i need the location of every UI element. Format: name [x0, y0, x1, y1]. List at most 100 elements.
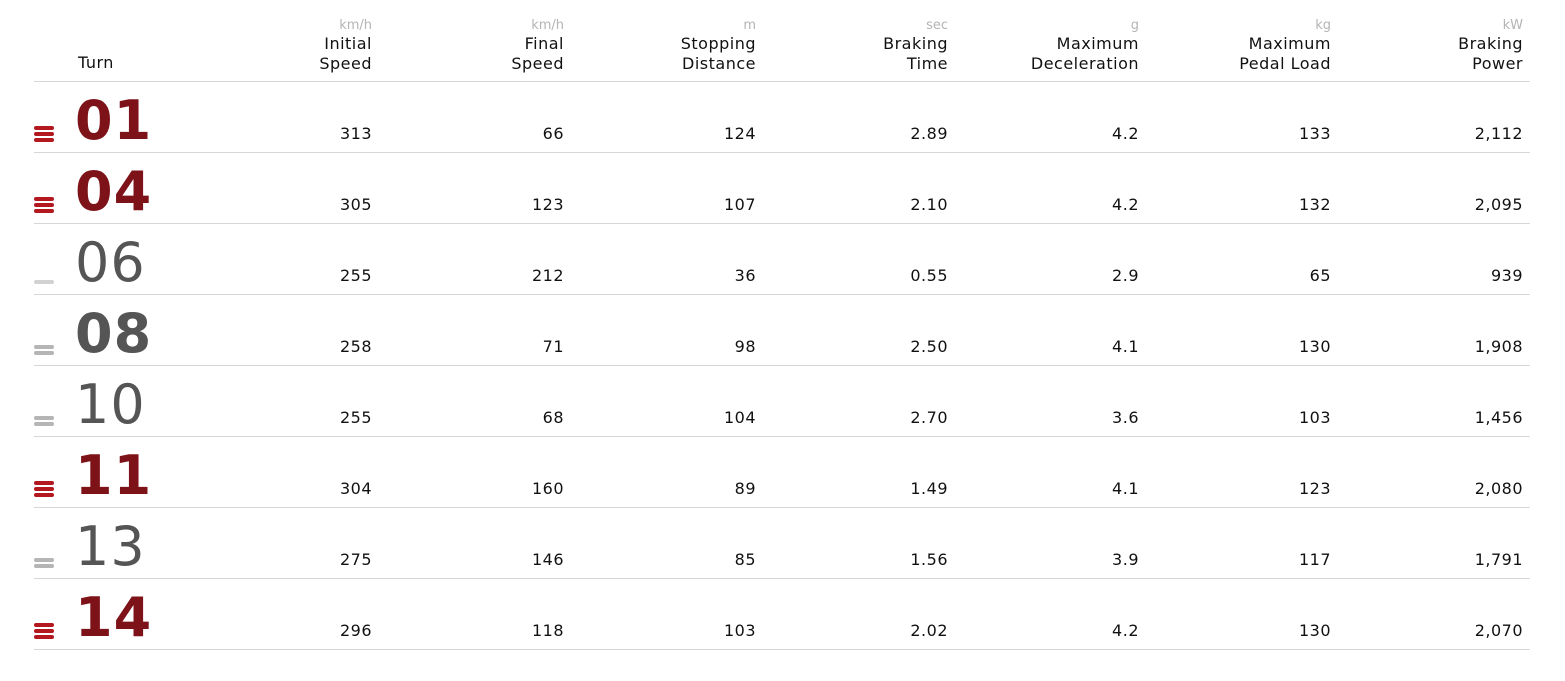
difficulty-bar	[34, 209, 54, 213]
column-unit: km/h	[339, 18, 372, 33]
table-cell: 68	[542, 408, 564, 427]
column-label: Power	[1472, 54, 1523, 73]
column-header: km/h Final Speed	[394, 17, 564, 74]
difficulty-bar	[34, 558, 54, 562]
difficulty-bar	[34, 635, 54, 639]
column-label: Maximum	[1248, 34, 1331, 53]
braking-difficulty-indicator	[34, 623, 54, 639]
difficulty-bar	[34, 422, 54, 426]
table-row: 06 255 212 36 0.55 2.9 65 939	[34, 224, 1530, 295]
table-row: 04 305 123 107 2.10 4.2 132 2,095	[34, 153, 1530, 224]
difficulty-bar	[34, 132, 54, 136]
table-cell: 123	[1298, 479, 1331, 498]
table-cell: 3.9	[1112, 550, 1139, 569]
table-cell: 212	[531, 266, 564, 285]
difficulty-bar	[34, 197, 54, 201]
table-cell: 65	[1309, 266, 1331, 285]
difficulty-bar	[34, 493, 54, 497]
table-header: Turn km/h Initial Speed km/h Final Speed m Stop…	[34, 0, 1530, 82]
table-row: 01 313 66 124 2.89 4.2 133 2,112	[34, 82, 1530, 153]
table-cell: 104	[723, 408, 756, 427]
table-row: 13 275 146 85 1.56 3.9 117 1,791	[34, 508, 1530, 579]
table-cell: 103	[723, 621, 756, 640]
column-label: Deceleration	[1030, 54, 1139, 73]
column-header: sec Braking Time	[778, 17, 948, 74]
table-cell: 255	[339, 266, 372, 285]
turn-number: 06	[75, 231, 146, 294]
column-label: Speed	[511, 54, 564, 73]
table-cell: 71	[542, 337, 564, 356]
table-cell: 4.2	[1112, 195, 1139, 214]
table-row: 11 304 160 89 1.49 4.1 123 2,080	[34, 437, 1530, 508]
column-unit: g	[1130, 18, 1139, 33]
braking-table: Turn km/h Initial Speed km/h Final Speed m Stop…	[34, 0, 1530, 650]
braking-difficulty-indicator	[34, 126, 54, 142]
braking-difficulty-indicator	[34, 280, 54, 284]
column-header: m Stopping Distance	[586, 17, 756, 74]
table-cell: 160	[531, 479, 564, 498]
table-cell: 89	[734, 479, 756, 498]
difficulty-bar	[34, 351, 54, 355]
table-cell: 275	[339, 550, 372, 569]
column-unit: sec	[926, 18, 948, 33]
table-cell: 66	[542, 124, 564, 143]
column-label: Maximum	[1056, 34, 1139, 53]
difficulty-bar	[34, 138, 54, 142]
difficulty-bar	[34, 481, 54, 485]
table-cell: 132	[1298, 195, 1331, 214]
table-cell: 1,908	[1474, 337, 1523, 356]
column-label: Initial	[324, 34, 372, 53]
table-cell: 2.70	[910, 408, 948, 427]
table-cell: 130	[1298, 337, 1331, 356]
table-cell: 117	[1298, 550, 1331, 569]
table-row: 08 258 71 98 2.50 4.1 130 1,908	[34, 295, 1530, 366]
table-cell: 258	[339, 337, 372, 356]
table-cell: 313	[339, 124, 372, 143]
table-cell: 146	[531, 550, 564, 569]
turn-column-header: Turn	[78, 53, 114, 72]
turn-number: 08	[75, 302, 153, 365]
difficulty-bar	[34, 629, 54, 633]
difficulty-bar	[34, 203, 54, 207]
table-row: 10 255 68 104 2.70 3.6 103 1,456	[34, 366, 1530, 437]
table-cell: 2,112	[1474, 124, 1523, 143]
table-cell: 296	[339, 621, 372, 640]
table-cell: 2.89	[910, 124, 948, 143]
turn-number: 01	[75, 89, 153, 152]
braking-difficulty-indicator	[34, 481, 54, 497]
table-cell: 939	[1490, 266, 1523, 285]
table-cell: 1,791	[1474, 550, 1523, 569]
column-header: kW Braking Power	[1353, 17, 1523, 74]
table-cell: 98	[734, 337, 756, 356]
table-cell: 85	[734, 550, 756, 569]
table-cell: 3.6	[1112, 408, 1139, 427]
table-cell: 107	[723, 195, 756, 214]
difficulty-bar	[34, 126, 54, 130]
column-unit: kW	[1502, 18, 1523, 33]
turn-number: 10	[75, 373, 146, 436]
table-cell: 2,080	[1474, 479, 1523, 498]
table-cell: 255	[339, 408, 372, 427]
column-label: Distance	[682, 54, 756, 73]
column-label: Final	[524, 34, 564, 53]
table-cell: 2.9	[1112, 266, 1139, 285]
difficulty-bar	[34, 623, 54, 627]
table-cell: 118	[531, 621, 564, 640]
column-unit: kg	[1315, 18, 1331, 33]
table-cell: 2.10	[910, 195, 948, 214]
column-label: Speed	[319, 54, 372, 73]
difficulty-bar	[34, 280, 54, 284]
table-cell: 123	[531, 195, 564, 214]
table-cell: 1.49	[910, 479, 948, 498]
table-cell: 4.2	[1112, 621, 1139, 640]
turn-number: 13	[75, 515, 146, 578]
turn-number: 11	[75, 444, 153, 507]
braking-difficulty-indicator	[34, 197, 54, 213]
braking-difficulty-indicator	[34, 558, 54, 568]
turn-number: 14	[75, 586, 153, 649]
table-cell: 130	[1298, 621, 1331, 640]
table-cell: 0.55	[910, 266, 948, 285]
column-unit: m	[743, 18, 756, 33]
table-cell: 304	[339, 479, 372, 498]
column-label: Braking	[883, 34, 948, 53]
